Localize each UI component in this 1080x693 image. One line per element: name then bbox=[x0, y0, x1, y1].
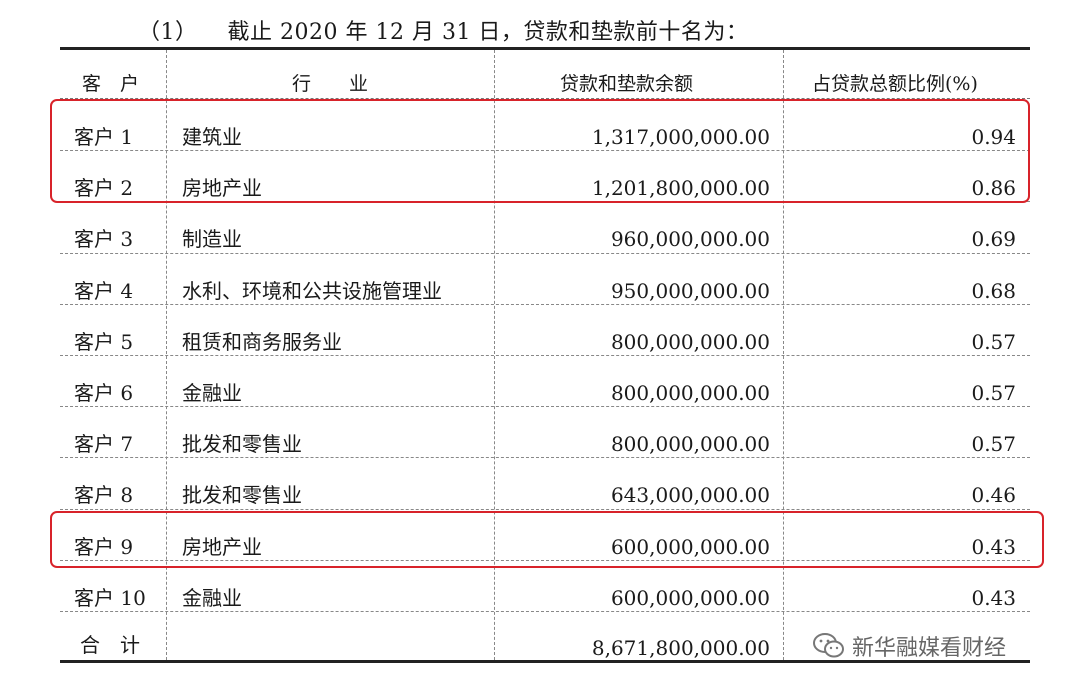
cell-ratio: 0.57 bbox=[971, 432, 1016, 457]
cell-client: 客户 8 bbox=[74, 483, 134, 508]
cell-ratio: 0.68 bbox=[971, 278, 1016, 303]
total-amount: 8,671,800,000.00 bbox=[591, 636, 770, 660]
cell-amount: 1,317,000,000.00 bbox=[591, 125, 770, 149]
cell-client: 客户 1 bbox=[74, 125, 134, 149]
row-divider bbox=[60, 559, 1030, 561]
cell-amount: 950,000,000.00 bbox=[610, 278, 770, 303]
header-ratio: 占贷款总额比例(%) bbox=[812, 73, 978, 95]
heading-text: 截止 2020 年 12 月 31 日，贷款和垫款前十名为： bbox=[227, 20, 749, 45]
cell-client: 客户 7 bbox=[74, 432, 134, 457]
cell-amount: 600,000,000.00 bbox=[610, 534, 770, 559]
cell-industry: 制造业 bbox=[182, 227, 242, 252]
cell-industry: 租赁和商务服务业 bbox=[182, 329, 342, 354]
cell-industry: 水利、环境和公共设施管理业 bbox=[182, 278, 442, 303]
cell-industry: 批发和零售业 bbox=[182, 483, 302, 508]
total-label: 合 计 bbox=[80, 633, 140, 657]
header-industry: 行 业 bbox=[292, 73, 369, 95]
row-divider bbox=[60, 406, 1030, 408]
table-bottom-rule bbox=[60, 660, 1030, 663]
cell-ratio: 0.57 bbox=[971, 381, 1016, 405]
row-divider bbox=[60, 457, 1030, 459]
header-amount: 贷款和垫款余额 bbox=[560, 73, 694, 95]
cell-industry: 房地产业 bbox=[182, 534, 262, 559]
document-heading: （1） 截止 2020 年 12 月 31 日，贷款和垫款前十名为： bbox=[138, 14, 748, 46]
cell-ratio: 0.69 bbox=[971, 227, 1016, 252]
watermark: 新华融媒看财经 bbox=[812, 630, 1006, 662]
cell-client: 客户 4 bbox=[74, 278, 134, 303]
cell-amount: 600,000,000.00 bbox=[610, 585, 770, 610]
row-divider bbox=[60, 252, 1030, 254]
watermark-text: 新华融媒看财经 bbox=[852, 636, 1007, 661]
wechat-icon bbox=[812, 632, 846, 660]
cell-amount: 800,000,000.00 bbox=[610, 432, 770, 457]
table-header-rule bbox=[60, 98, 1030, 99]
cell-amount: 1,201,800,000.00 bbox=[591, 176, 770, 201]
cell-amount: 800,000,000.00 bbox=[610, 381, 770, 405]
cell-industry: 房地产业 bbox=[182, 176, 262, 201]
row-divider bbox=[60, 355, 1030, 356]
cell-client: 客户 10 bbox=[74, 585, 146, 610]
highlight-box-row-9 bbox=[50, 511, 1044, 568]
cell-industry: 批发和零售业 bbox=[182, 432, 302, 457]
cell-amount: 643,000,000.00 bbox=[610, 483, 770, 508]
cell-client: 客户 2 bbox=[74, 176, 134, 201]
cell-industry: 金融业 bbox=[182, 585, 242, 610]
cell-client: 客户 3 bbox=[74, 227, 134, 252]
row-divider bbox=[60, 611, 1030, 612]
cell-amount: 960,000,000.00 bbox=[610, 227, 770, 252]
cell-ratio: 0.43 bbox=[971, 585, 1016, 610]
row-divider bbox=[60, 303, 1030, 305]
cell-ratio: 0.57 bbox=[971, 329, 1016, 354]
cell-industry: 建筑业 bbox=[182, 125, 242, 149]
cell-client: 客户 9 bbox=[74, 534, 134, 559]
cell-ratio: 0.43 bbox=[971, 534, 1016, 559]
cell-amount: 800,000,000.00 bbox=[610, 329, 770, 354]
cell-ratio: 0.94 bbox=[971, 125, 1016, 149]
table-top-rule bbox=[60, 47, 1030, 50]
cell-ratio: 0.46 bbox=[971, 483, 1016, 508]
highlight-box-rows-1-2 bbox=[50, 99, 1030, 203]
cell-industry: 金融业 bbox=[182, 381, 242, 405]
row-divider bbox=[60, 508, 1030, 510]
heading-number: （1） bbox=[138, 20, 198, 45]
cell-ratio: 0.86 bbox=[971, 176, 1016, 201]
row-divider bbox=[60, 150, 1030, 152]
cell-client: 客户 6 bbox=[74, 381, 134, 405]
header-client: 客 户 bbox=[82, 73, 140, 95]
cell-client: 客户 5 bbox=[74, 329, 134, 354]
